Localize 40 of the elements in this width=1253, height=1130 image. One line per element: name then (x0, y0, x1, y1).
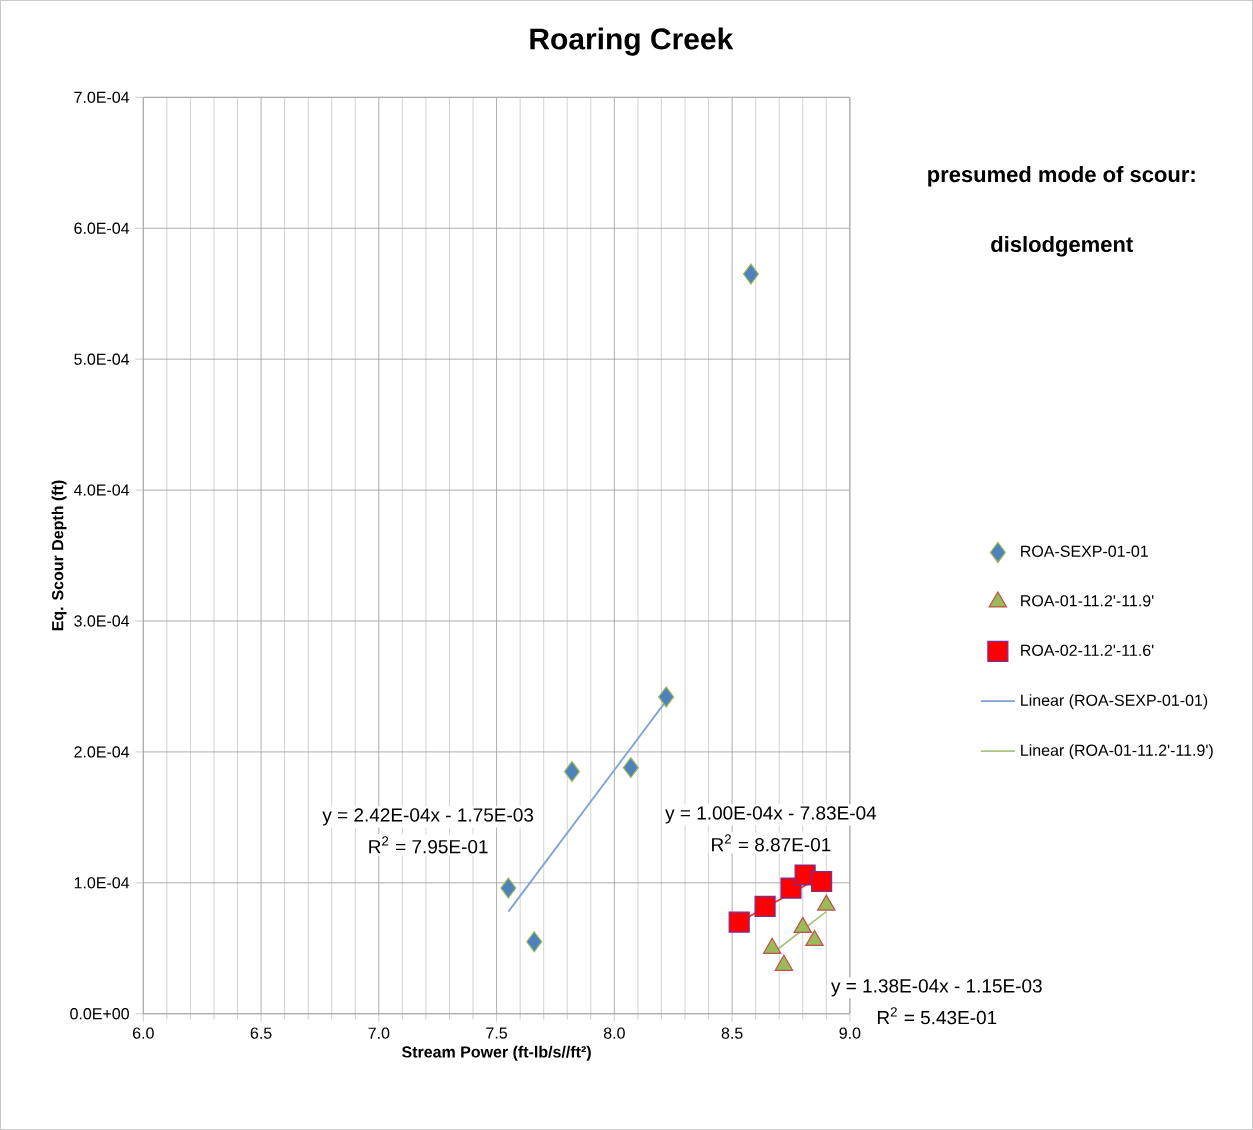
y-tick-label: 6.0E-04 (74, 222, 130, 234)
point (622, 757, 639, 779)
y-tick-label: 0.0E+00 (70, 1008, 129, 1020)
x-tick-label: 6.5 (250, 1027, 272, 1039)
chart-title: Roaring Creek (530, 27, 734, 56)
point (754, 895, 776, 917)
x-tick-label: 8.0 (603, 1027, 625, 1039)
annotation: R$^{2}$ = 7.95E-01 (369, 836, 488, 854)
annotation: y = 1.00E-04x - 7.83E-04 (665, 806, 877, 824)
legend-label: ROA-02-11.2'-11.6' (1021, 644, 1154, 656)
point (728, 911, 750, 933)
point (658, 686, 675, 708)
point (742, 263, 760, 285)
y-tick-label: 7.0E-04 (74, 91, 130, 103)
legend-label: Linear (ROA-SEXP-01-01) (1021, 694, 1208, 710)
annotation: R$^{2}$ = 8.87E-01 (712, 834, 831, 852)
legend-label: ROA-01-11.2'-11.9' (1021, 595, 1154, 607)
legend-label: Linear (ROA-01-11.2'-11.9') (1021, 744, 1213, 760)
y-tick-label: 2.0E-04 (74, 746, 130, 758)
annotation: y = 1.38E-04x - 1.15E-03 (831, 979, 1042, 997)
y-tick-label: 5.0E-04 (74, 353, 130, 365)
point (500, 877, 517, 899)
x-tick-label: 8.5 (721, 1027, 743, 1039)
x-axis-title: Stream Power (ft-lb/s//ft²) (402, 1045, 591, 1061)
text: presumed mode of scour: (928, 166, 1195, 187)
text: R$^{2}$ = 5.43E-01 (877, 1007, 997, 1025)
point (563, 760, 581, 783)
y-tick-label: 1.0E-04 (74, 877, 130, 889)
point (811, 870, 833, 893)
x-tick-label: 9.0 (839, 1027, 861, 1039)
x-tick-label: 7.5 (486, 1027, 508, 1039)
annotation: y = 2.42E-04x - 1.75E-03 (322, 808, 534, 826)
y-tick-label: 4.0E-04 (73, 484, 130, 496)
y-tick-label: 3.0E-04 (74, 615, 130, 627)
point (526, 931, 543, 953)
x-tick-label: 6.0 (133, 1027, 154, 1039)
text: dislodgement (991, 235, 1133, 257)
legend-label: ROA-SEXP-01-01 (1021, 545, 1148, 557)
x-tick-label: 7.0 (368, 1027, 390, 1039)
y-axis-title: Eq. Scour Depth (ft) (51, 480, 67, 631)
